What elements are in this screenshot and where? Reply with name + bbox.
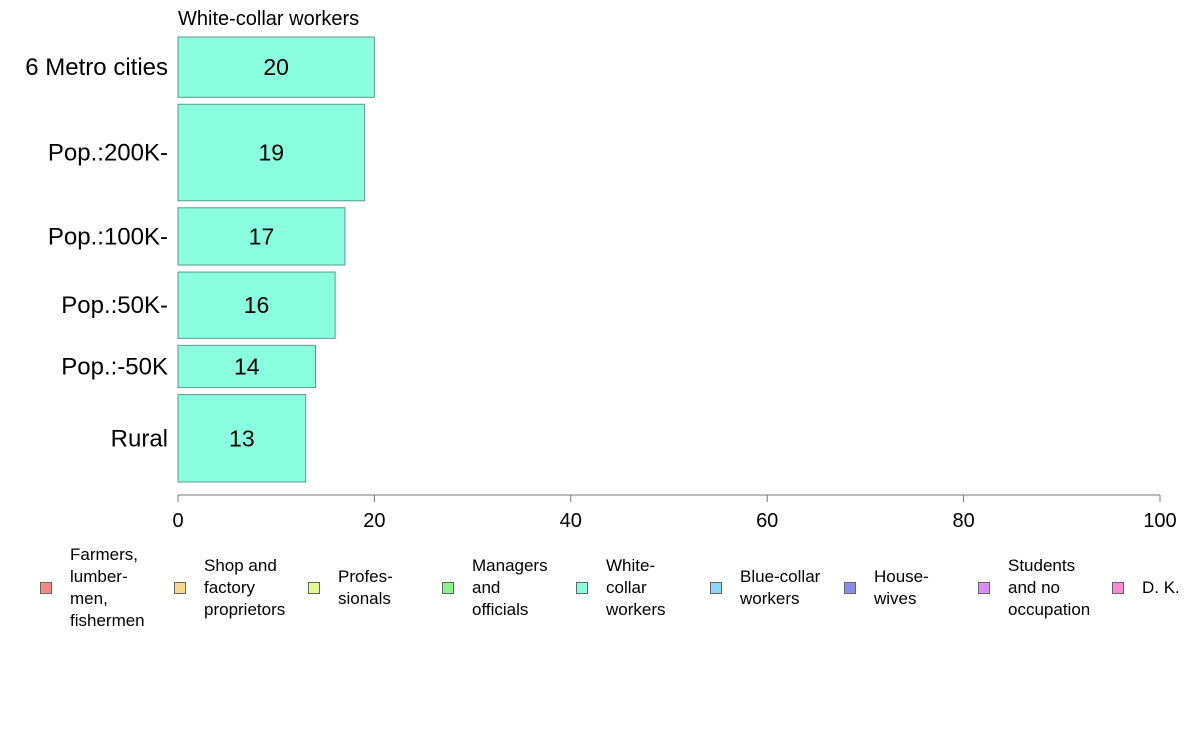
legend-item: House- wives bbox=[844, 566, 929, 610]
legend-item: Managers and officials bbox=[442, 555, 548, 621]
bar bbox=[177, 36, 375, 98]
legend: Farmers, lumber- men, fishermen Shop and … bbox=[0, 544, 1188, 644]
bar bbox=[177, 344, 316, 389]
chart-title: White-collar workers bbox=[178, 8, 359, 30]
bar-value-label: 17 bbox=[249, 223, 275, 249]
legend-label: Managers and officials bbox=[472, 556, 548, 619]
category-label: Pop.:200K- bbox=[48, 140, 168, 167]
legend-label: White- collar workers bbox=[606, 556, 666, 619]
bar-value-label: 14 bbox=[234, 353, 260, 379]
bar bbox=[177, 271, 336, 339]
legend-swatch bbox=[844, 582, 856, 594]
category-label: Rural bbox=[111, 425, 168, 452]
legend-label: Blue-collar workers bbox=[740, 567, 821, 608]
legend-swatch bbox=[1112, 582, 1124, 594]
bar-value-label: 16 bbox=[244, 292, 270, 318]
legend-swatch bbox=[442, 582, 454, 594]
legend-item: Profes- sionals bbox=[308, 566, 393, 610]
legend-item: D. K. bbox=[1112, 577, 1180, 599]
bar-value-label: 19 bbox=[258, 140, 284, 166]
legend-item: White- collar workers bbox=[576, 555, 666, 621]
category-label: Pop.:50K- bbox=[61, 292, 168, 319]
legend-label: Shop and factory proprietors bbox=[204, 556, 286, 619]
x-tick-label: 100 bbox=[1143, 510, 1176, 532]
bar bbox=[177, 394, 307, 483]
legend-item: Students and no occupation bbox=[978, 555, 1090, 621]
legend-label: Farmers, lumber- men, fishermen bbox=[70, 545, 145, 630]
legend-label: House- wives bbox=[874, 567, 929, 608]
x-tick-label: 0 bbox=[172, 510, 183, 532]
legend-label: Students and no occupation bbox=[1008, 556, 1091, 619]
legend-swatch bbox=[174, 582, 186, 594]
legend-swatch bbox=[576, 582, 588, 594]
category-label: Pop.:-50K bbox=[61, 353, 168, 380]
bars-group: 20 6 Metro cities 19 Pop.:200K- 17 Pop.:100K-… bbox=[25, 36, 375, 483]
x-tick-label: 80 bbox=[952, 510, 974, 532]
x-tick-label: 40 bbox=[560, 510, 582, 532]
x-tick-label: 60 bbox=[756, 510, 778, 532]
x-tick-label: 20 bbox=[363, 510, 385, 532]
legend-swatch bbox=[978, 582, 990, 594]
legend-label: D. K. bbox=[1142, 578, 1180, 597]
legend-item: Blue-collar workers bbox=[710, 566, 820, 610]
legend-swatch bbox=[40, 582, 52, 594]
bar-value-label: 20 bbox=[263, 54, 289, 80]
legend-swatch bbox=[308, 582, 320, 594]
legend-item: Farmers, lumber- men, fishermen bbox=[40, 544, 145, 632]
category-label: Pop.:100K- bbox=[48, 223, 168, 250]
legend-label: Profes- sionals bbox=[338, 567, 393, 608]
x-axis: 0 20 40 60 80 100 bbox=[172, 494, 1177, 532]
bar bbox=[177, 207, 346, 266]
category-label: 6 Metro cities bbox=[25, 54, 168, 81]
legend-item: Shop and factory proprietors bbox=[174, 555, 285, 621]
bar-value-label: 13 bbox=[229, 425, 255, 451]
bar-chart: White-collar workers 20 6 Metro cities 19 P… bbox=[25, 8, 1177, 532]
legend-swatch bbox=[710, 582, 722, 594]
bar bbox=[177, 103, 366, 202]
